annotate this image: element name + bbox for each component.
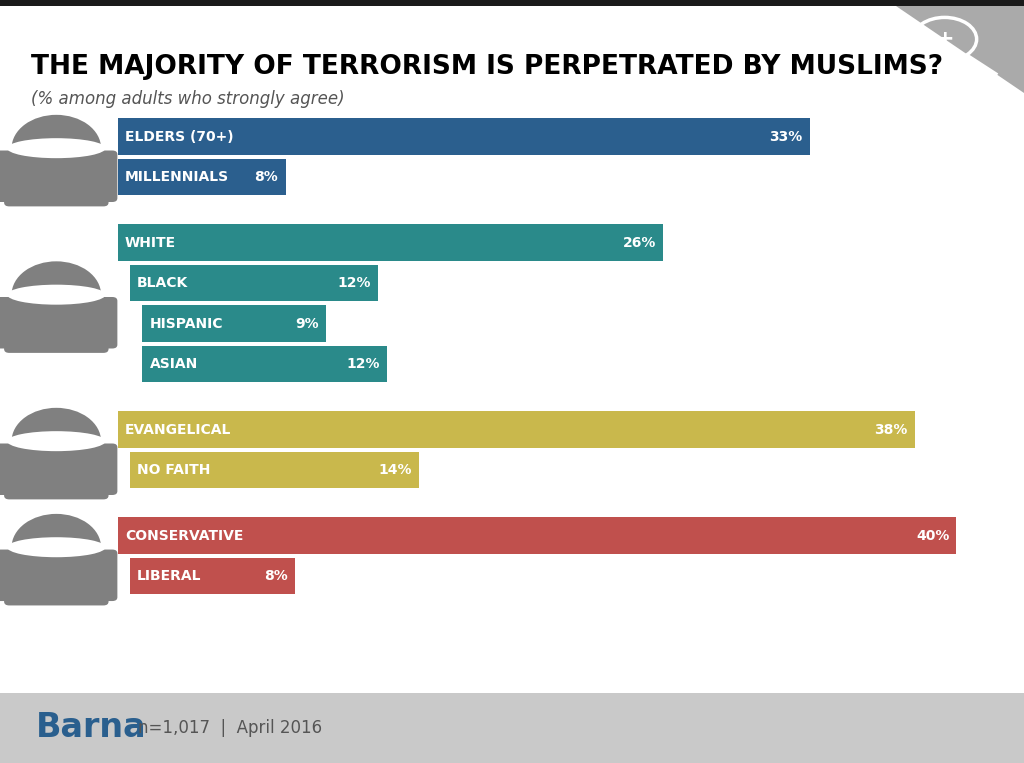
Text: LIBERAL: LIBERAL	[137, 569, 202, 583]
Text: ELDERS (70+): ELDERS (70+)	[125, 130, 233, 143]
Polygon shape	[896, 6, 1024, 93]
Text: WHITE: WHITE	[125, 236, 176, 250]
Text: 40%: 40%	[915, 529, 949, 542]
Text: HISPANIC: HISPANIC	[150, 317, 223, 330]
Text: THE MAJORITY OF TERRORISM IS PERPETRATED BY MUSLIMS?: THE MAJORITY OF TERRORISM IS PERPETRATED…	[31, 54, 943, 80]
Text: 26%: 26%	[623, 236, 655, 250]
Text: CONSERVATIVE: CONSERVATIVE	[125, 529, 244, 542]
Text: 38%: 38%	[874, 423, 907, 436]
Text: 12%: 12%	[338, 276, 371, 290]
Text: Barna: Barna	[36, 711, 146, 745]
Text: 33%: 33%	[769, 130, 803, 143]
Text: 12%: 12%	[346, 357, 380, 371]
Text: 8%: 8%	[255, 170, 279, 184]
Text: EVANGELICAL: EVANGELICAL	[125, 423, 231, 436]
Text: 14%: 14%	[379, 463, 413, 477]
Text: 8%: 8%	[264, 569, 289, 583]
Text: NO FAITH: NO FAITH	[137, 463, 211, 477]
Text: ASIAN: ASIAN	[150, 357, 198, 371]
Text: +: +	[935, 29, 954, 49]
Text: BLACK: BLACK	[137, 276, 188, 290]
Text: n=1,017  |  April 2016: n=1,017 | April 2016	[138, 719, 323, 737]
Text: MILLENNIALS: MILLENNIALS	[125, 170, 229, 184]
Text: (% among adults who strongly agree): (% among adults who strongly agree)	[31, 90, 344, 108]
Text: 9%: 9%	[295, 317, 318, 330]
